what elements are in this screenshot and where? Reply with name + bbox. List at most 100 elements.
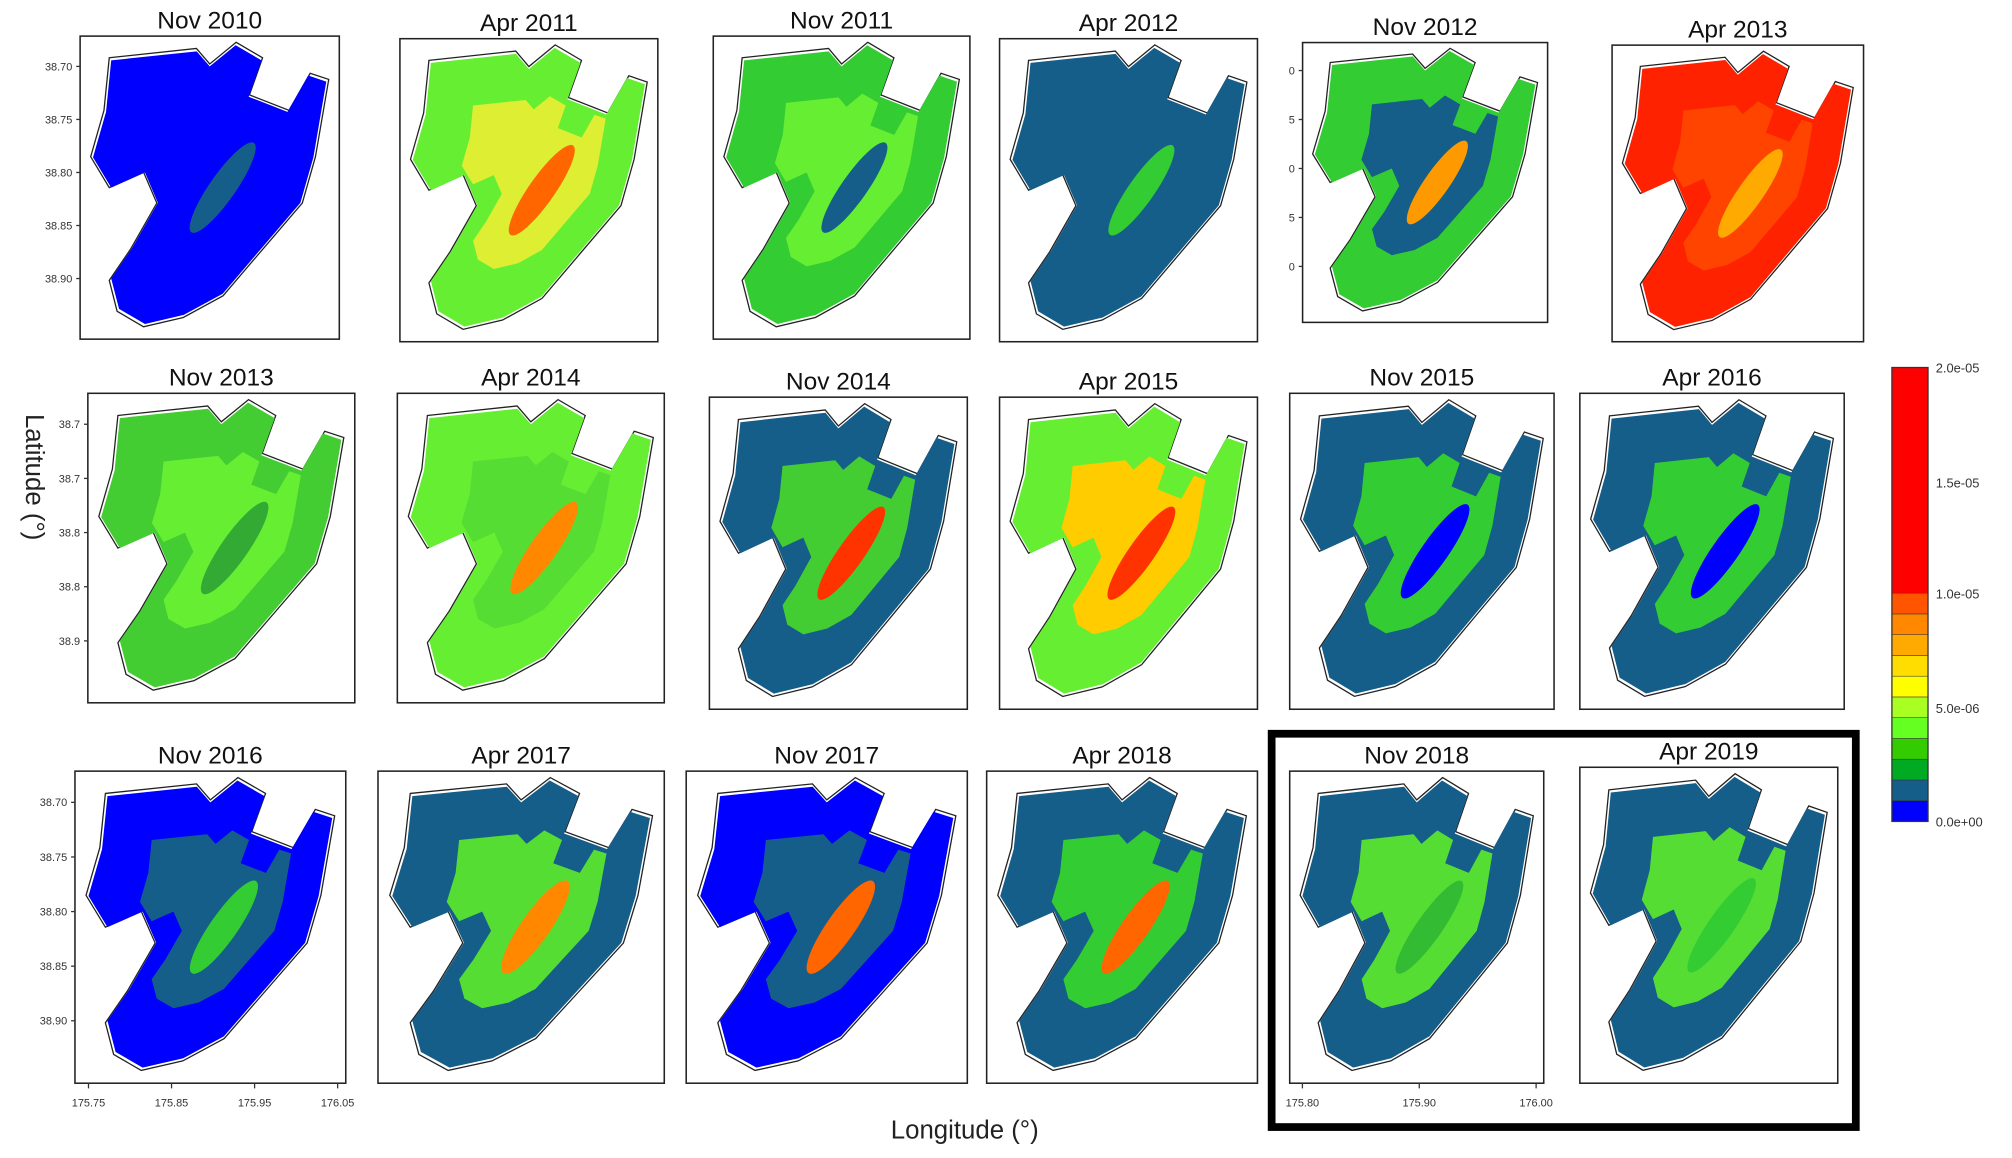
map-panel: Nov 2014 — [708, 368, 969, 711]
highlight-box — [1267, 729, 1860, 1131]
panel-title: Apr 2018 — [1072, 742, 1171, 769]
colorbar-segment — [1891, 655, 1929, 677]
panel-title: Nov 2015 — [1369, 365, 1474, 392]
colorbar-segment — [1891, 613, 1929, 635]
map-panel: Nov 2012 0 5 0 5 0 — [1289, 14, 1549, 324]
y-tick-label: 38.75 — [45, 114, 72, 126]
panel-title: Nov 2018 — [1364, 742, 1469, 769]
colorbar-label: 1.0e-05 — [1936, 586, 1980, 601]
y-tick-label: 38.85 — [40, 961, 67, 973]
panel-title: Apr 2013 — [1688, 16, 1787, 43]
panel-title: Nov 2017 — [774, 742, 879, 769]
map-panel: Nov 2011 — [712, 7, 971, 340]
x-tick-label: 175.75 — [72, 1097, 106, 1109]
colorbar-label: 2.0e-05 — [1936, 361, 1980, 376]
y-tick-label: 38.8 — [59, 582, 80, 594]
panel-title: Apr 2017 — [471, 742, 570, 769]
y-tick-label: 0 — [1289, 261, 1295, 273]
map-panel: Apr 2013 — [1611, 16, 1865, 343]
map-panel: Apr 2018 — [985, 742, 1259, 1084]
colorbar-segment — [1891, 717, 1929, 739]
y-tick-label: 38.7 — [59, 473, 80, 485]
lake-contour — [1101, 880, 1170, 974]
y-tick-label: 5 — [1289, 212, 1295, 224]
map-panel: Apr 2019 — [1579, 739, 1839, 1084]
y-tick-label: 38.85 — [45, 220, 72, 232]
x-tick-label: 175.90 — [1402, 1097, 1436, 1109]
panel-title: Nov 2012 — [1373, 14, 1478, 41]
lake-contour — [817, 506, 886, 600]
lake-contour — [1107, 506, 1176, 600]
y-tick-label: 38.75 — [40, 852, 67, 864]
lake-contour — [1108, 144, 1175, 236]
colorbar-segment — [1891, 696, 1929, 718]
lake-contour — [806, 880, 876, 974]
y-tick-label: 38.80 — [40, 906, 67, 918]
y-tick-label: 38.7 — [59, 419, 80, 431]
colorbar-segment — [1891, 367, 1929, 594]
lake-contour — [1718, 149, 1783, 238]
panel-title: Nov 2014 — [786, 368, 891, 395]
x-tick-label: 176.00 — [1519, 1097, 1553, 1109]
panel-title: Apr 2011 — [480, 10, 578, 37]
map-panel: Apr 2016 — [1579, 365, 1845, 711]
panel-title: Apr 2015 — [1079, 368, 1178, 395]
colorbar-segment — [1891, 758, 1929, 781]
map-panel: Nov 2015 — [1288, 365, 1555, 711]
lake-contour — [510, 501, 578, 595]
x-tick-label: 175.85 — [155, 1097, 189, 1109]
colorbar-label: 0.0e+00 — [1936, 815, 1983, 830]
x-tick-label: 176.05 — [321, 1097, 355, 1109]
colorbar-segment — [1891, 800, 1929, 822]
x-tick-label: 175.95 — [238, 1097, 272, 1109]
colorbar-segment — [1891, 738, 1929, 760]
x-axis-label: Longitude (°) — [891, 1117, 1039, 1145]
y-axis-label: Latitude (°) — [20, 414, 48, 540]
map-panel: Apr 2017 — [377, 742, 666, 1084]
x-tick-label: 175.80 — [1286, 1097, 1320, 1109]
panel-title: Nov 2011 — [790, 7, 893, 34]
map-panel: Apr 2014 — [396, 365, 666, 704]
colorbar-label: 1.5e-05 — [1936, 475, 1980, 490]
y-tick-label: 0 — [1289, 163, 1295, 175]
panel-title: Nov 2013 — [169, 365, 274, 392]
lake-contour — [1687, 878, 1756, 973]
lake-contour — [501, 880, 570, 974]
y-tick-label: 38.90 — [40, 1016, 67, 1028]
panel-title: Apr 2016 — [1662, 365, 1761, 392]
colorbar-segment — [1891, 592, 1929, 615]
map-panel: Nov 2018 175.80 175.90 176.00 — [1286, 742, 1553, 1109]
y-tick-label: 38.80 — [45, 167, 72, 179]
y-tick-label: 0 — [1289, 65, 1295, 77]
lake-contour — [1690, 504, 1760, 599]
panel-title: Apr 2012 — [1079, 10, 1178, 37]
y-tick-label: 5 — [1289, 114, 1295, 126]
map-panel: Nov 2016 38.70 38.75 38.80 38.85 38.90 175.75 1… — [40, 742, 355, 1109]
map-panel: Nov 2013 38.7 38.7 38.8 38.8 38.9 — [59, 365, 356, 704]
y-tick-label: 38.90 — [45, 273, 72, 285]
lake-contour — [821, 142, 888, 233]
panel-title: Apr 2019 — [1659, 739, 1758, 766]
map-panel: Nov 2017 — [685, 742, 969, 1084]
lake-contour — [200, 501, 269, 595]
map-panel: Apr 2015 — [998, 368, 1259, 711]
panel-title: Apr 2014 — [481, 365, 580, 392]
map-panel: Nov 2010 38.70 38.75 38.80 38.85 38.90 — [45, 7, 341, 340]
panel-title: Nov 2016 — [158, 742, 263, 769]
colorbar-segment — [1891, 675, 1929, 698]
lake-contour — [1406, 140, 1468, 225]
y-tick-label: 38.9 — [59, 636, 80, 648]
lake-contour — [1400, 504, 1470, 599]
colorbar-frame — [1891, 366, 1929, 823]
lake-contour — [508, 144, 575, 236]
lake-contour — [189, 880, 258, 974]
map-panel: Apr 2011 — [399, 10, 659, 343]
colorbar-label: 5.0e-06 — [1936, 701, 1980, 716]
colorbar-segment — [1891, 634, 1929, 656]
lake-contour — [189, 142, 256, 233]
y-tick-label: 38.8 — [59, 527, 80, 539]
lake-contour — [1395, 880, 1464, 974]
panel-title: Nov 2010 — [157, 7, 262, 34]
